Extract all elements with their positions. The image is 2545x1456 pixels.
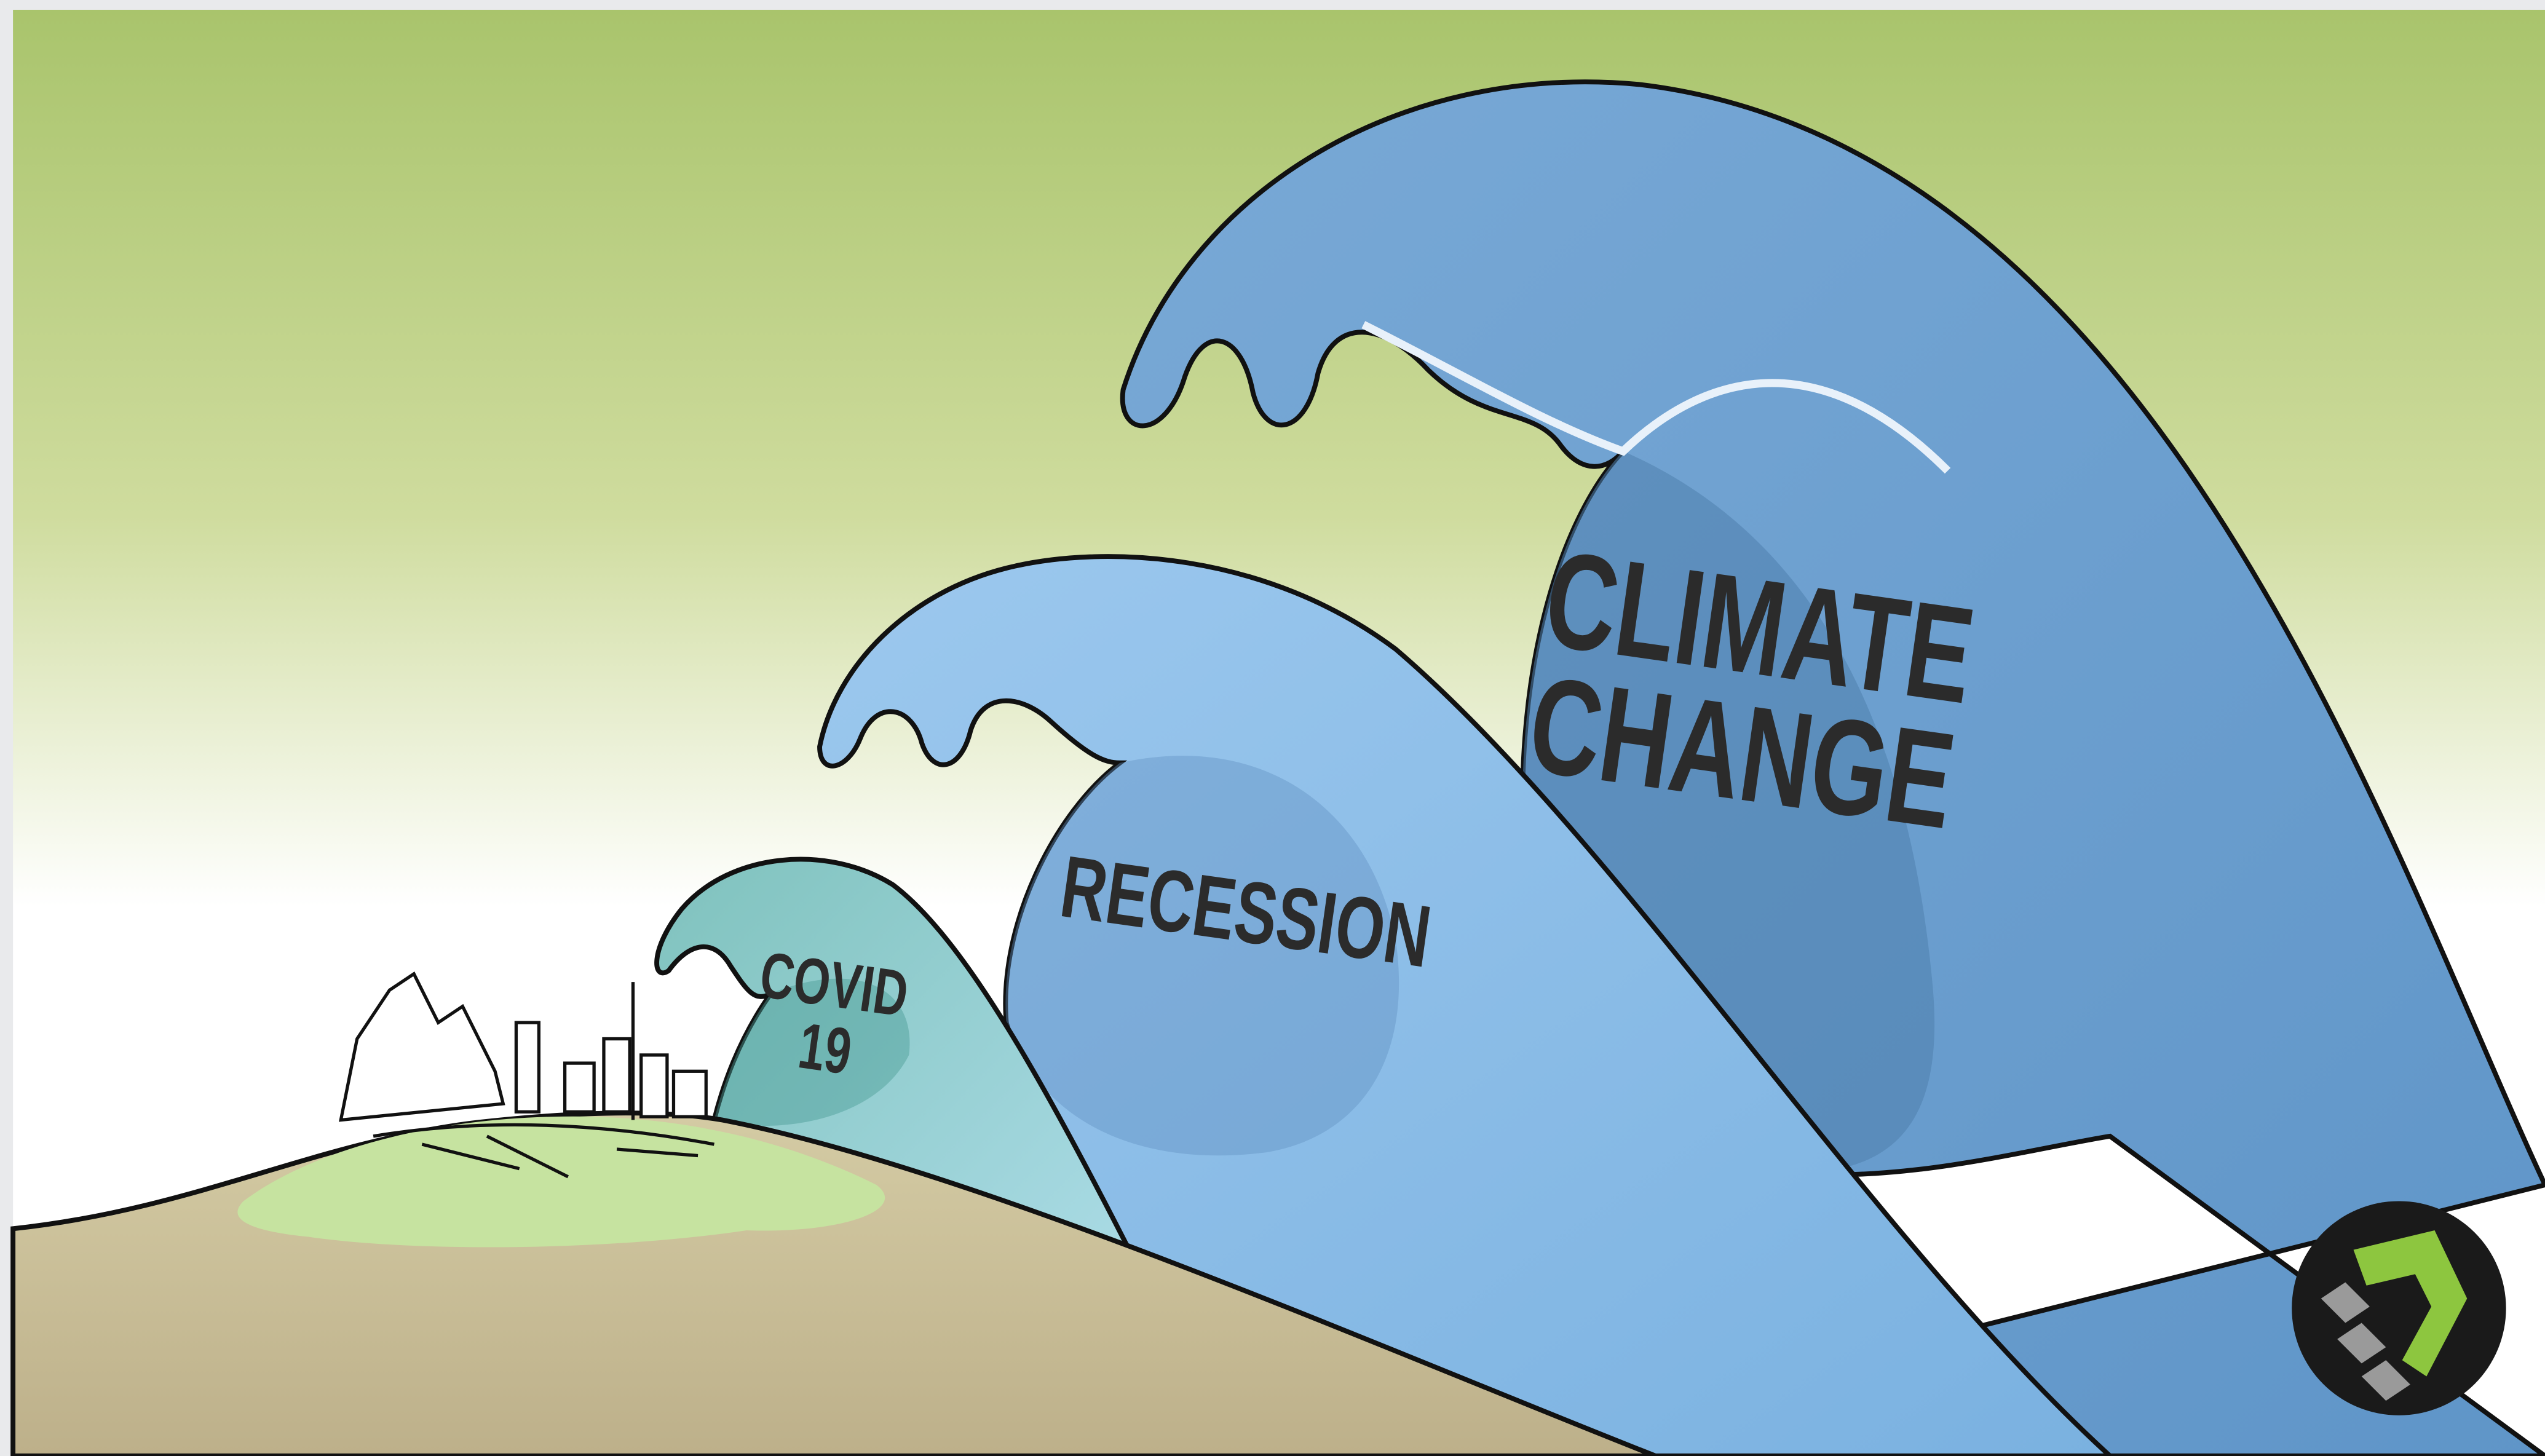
wave-label: 19 — [794, 1010, 856, 1088]
logo — [2292, 1201, 2506, 1415]
cartoon: COVID 19 RECESSION CLIMATE CHANGE — [0, 0, 2545, 1456]
climate-label-group: CLIMATE CHANGE — [1519, 521, 1982, 857]
page: COVID 19 RECESSION CLIMATE CHANGE (() =>… — [0, 0, 2545, 1456]
